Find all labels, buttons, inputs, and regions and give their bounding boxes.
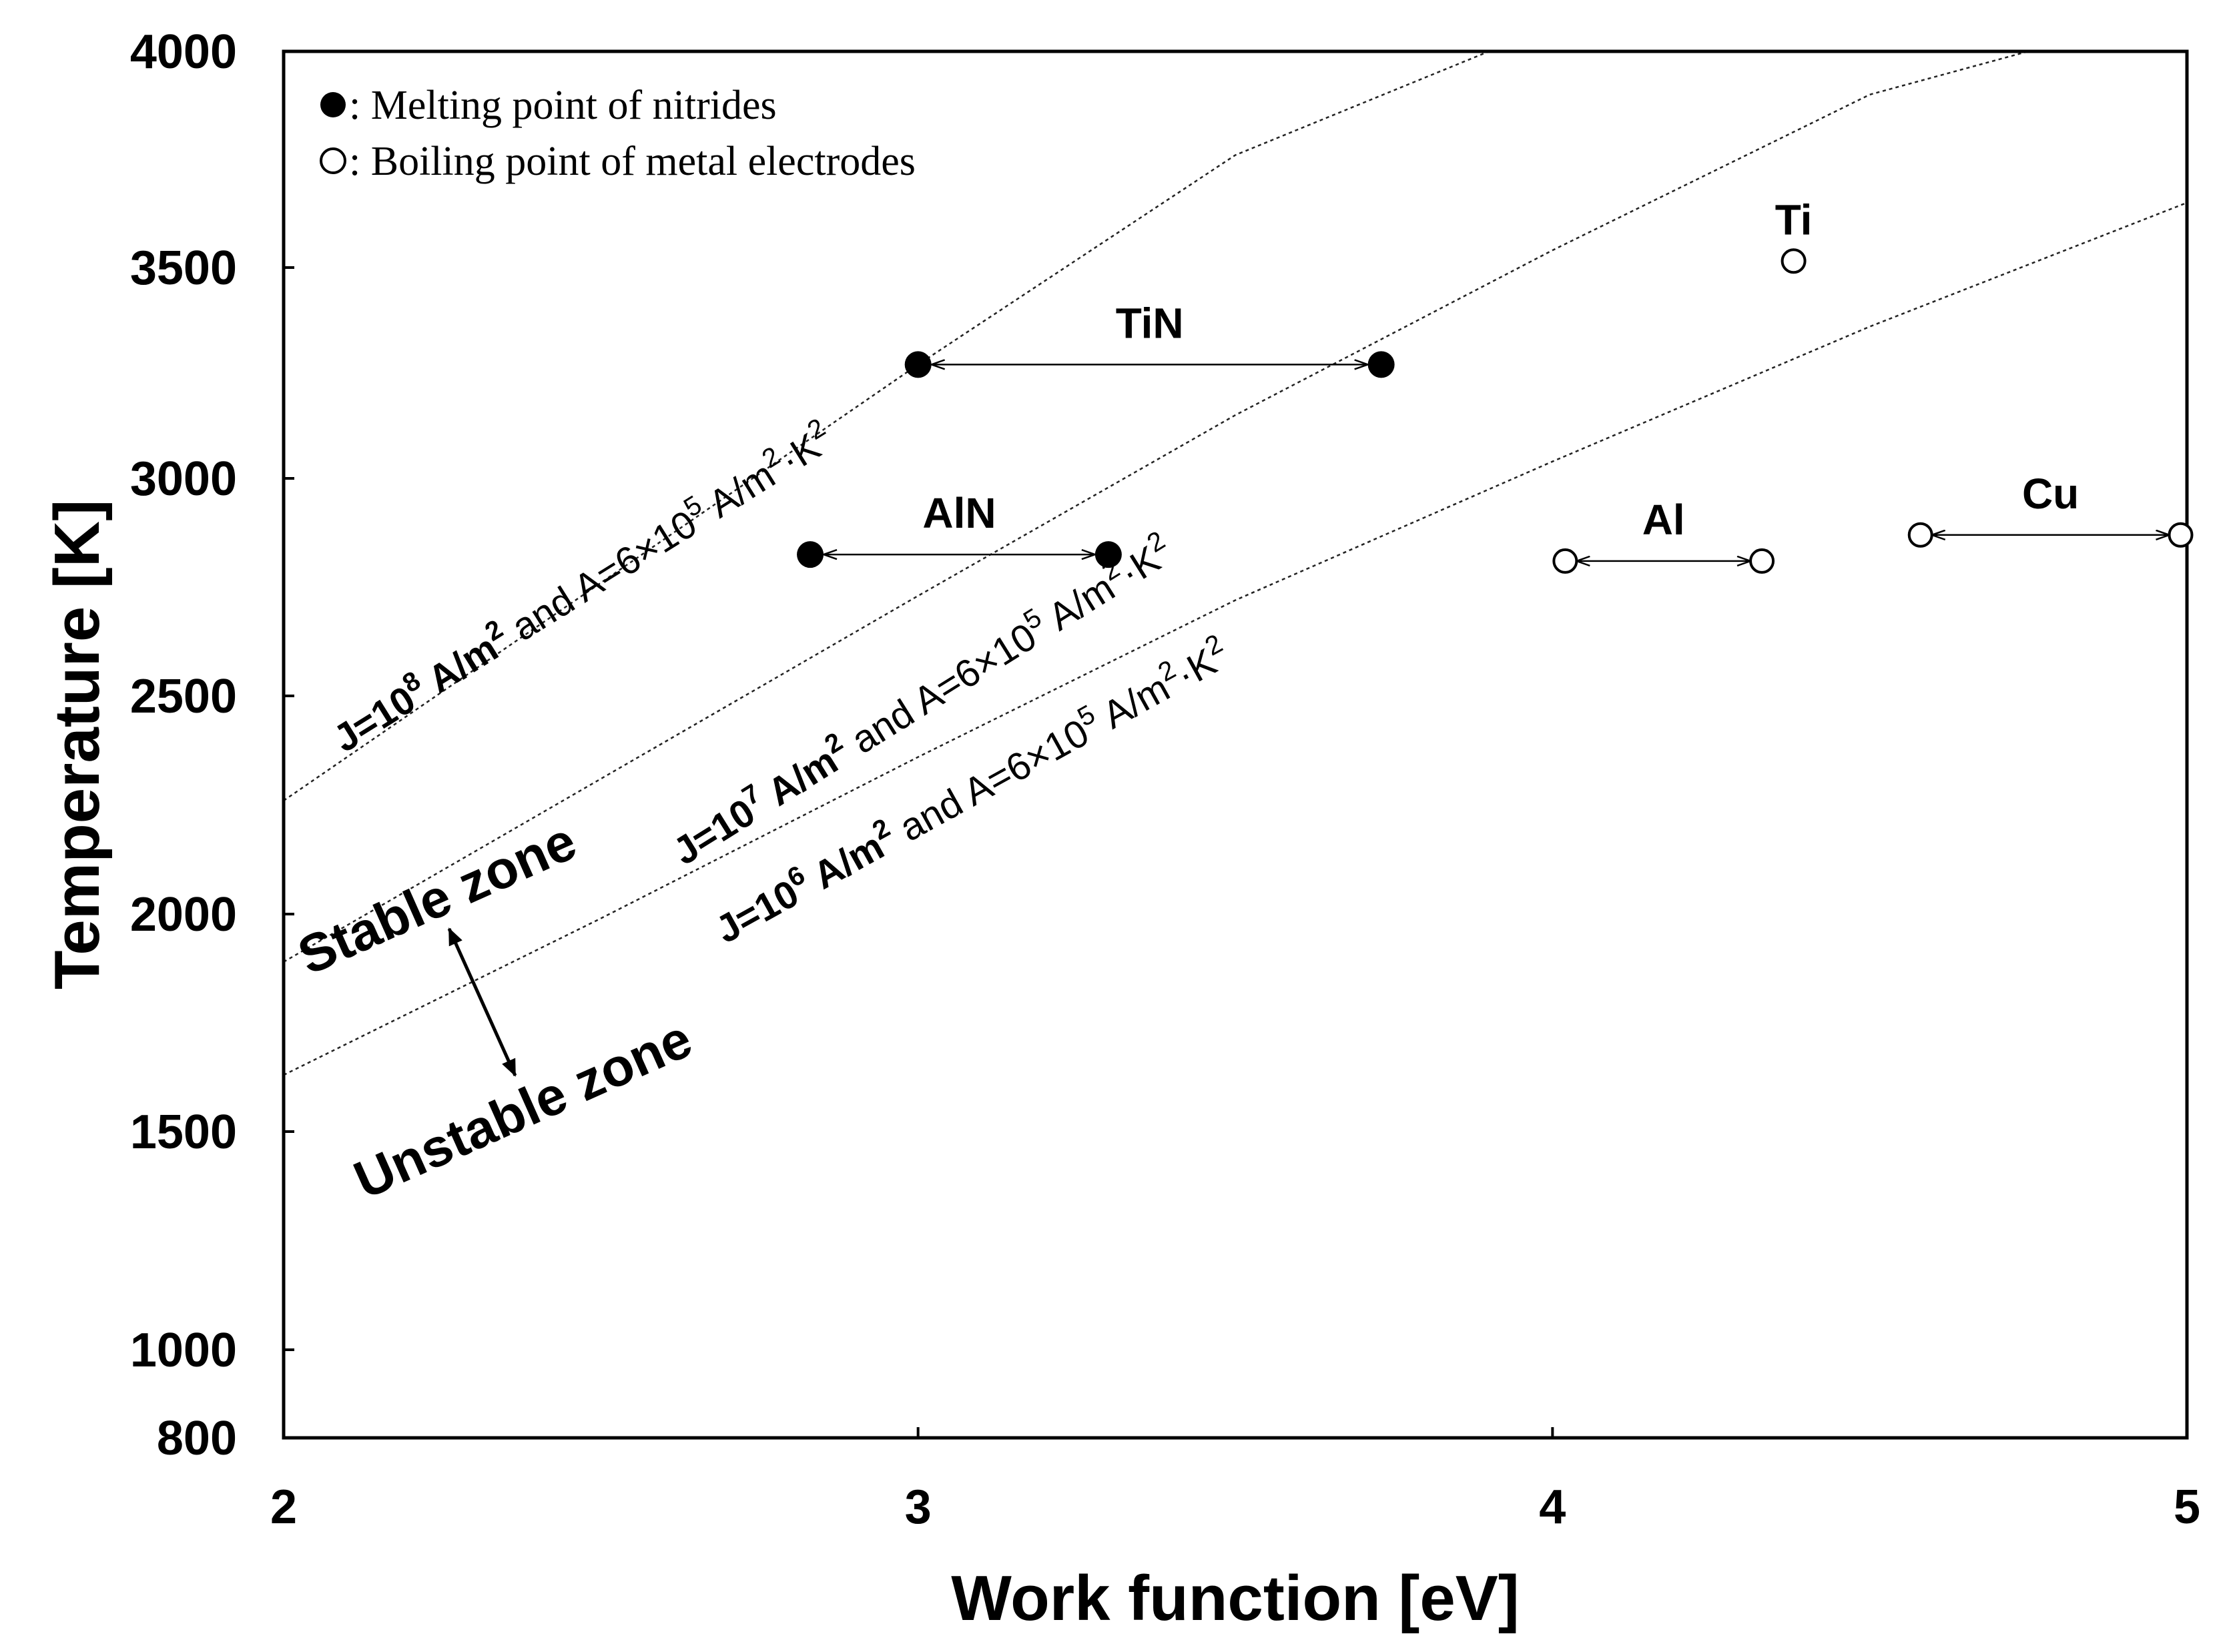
cu-low-marker (1907, 522, 1933, 548)
y-tick-label: 1000 (130, 1324, 237, 1377)
x-axis: 2 3 4 5 (270, 1427, 2200, 1534)
y-tick-label: 1500 (130, 1106, 237, 1159)
y-tick-label: 4000 (130, 25, 237, 79)
current-density-curves (283, 50, 2188, 1076)
stable-zone-label: Stable zone (290, 811, 585, 985)
x-tick-label: 2 (270, 1481, 297, 1534)
curve-line-3 (283, 201, 2188, 1076)
x-tick-label: 5 (2174, 1481, 2200, 1534)
tin-high-marker (1367, 351, 1395, 378)
unstable-zone-label: Unstable zone (346, 1009, 701, 1210)
aln-high-marker (1094, 541, 1122, 568)
ti-marker (1781, 248, 1807, 274)
legend: : Melting point of nitrides : Boiling po… (320, 83, 916, 184)
ti-label: Ti (1775, 195, 1813, 244)
curve-label-1: J=108 A/m2 and A=6×105 A/m2·K2 (324, 413, 841, 761)
material-ranges: TiN AlN Al Cu (797, 299, 2194, 574)
y-tick-label: 2500 (130, 670, 237, 723)
cu-high-marker (2168, 522, 2194, 548)
al-high-marker (1749, 548, 1775, 574)
legend-label-boiling: : Boiling point of metal electrodes (349, 139, 916, 184)
zones: Stable zone Unstable zone (290, 811, 701, 1210)
curve-line-2 (283, 50, 2029, 963)
x-tick-label: 3 (905, 1481, 932, 1534)
y-tick-label: 3500 (130, 242, 237, 295)
plot-frame (282, 49, 2189, 1440)
tin-low-marker (904, 351, 932, 378)
legend-open-marker (320, 147, 346, 174)
aln-low-marker (797, 541, 824, 568)
al-low-marker (1552, 548, 1578, 574)
legend-filled-marker (320, 92, 346, 117)
tin-label: TiN (1116, 299, 1184, 347)
cu-label: Cu (2022, 470, 2079, 518)
al-label: Al (1642, 496, 1685, 544)
x-axis-title: Work function [eV] (951, 1563, 1520, 1634)
y-tick-label: 800 (157, 1412, 237, 1465)
aln-label: AlN (922, 489, 996, 537)
zone-divider-arrow (447, 927, 517, 1077)
material-points: Ti (1775, 195, 1813, 274)
y-tick-label: 3000 (130, 452, 237, 506)
y-axis: 800 1000 1500 2000 2500 3000 3500 4000 (130, 25, 294, 1465)
y-axis-title: Temperature [K] (41, 500, 113, 989)
y-tick-label: 2000 (130, 888, 237, 941)
x-tick-label: 4 (1539, 1481, 1566, 1534)
legend-label-melting: : Melting point of nitrides (349, 83, 777, 128)
